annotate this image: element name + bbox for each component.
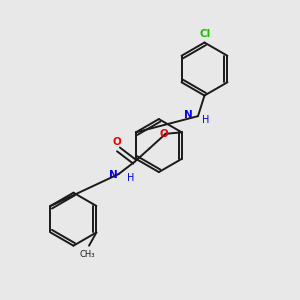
Text: N: N: [109, 170, 117, 180]
Text: H: H: [127, 173, 134, 183]
Text: O: O: [112, 137, 121, 147]
Text: N: N: [184, 110, 193, 120]
Text: Cl: Cl: [200, 29, 211, 39]
Text: H: H: [202, 115, 209, 125]
Text: O: O: [160, 129, 169, 139]
Text: CH₃: CH₃: [80, 250, 95, 259]
